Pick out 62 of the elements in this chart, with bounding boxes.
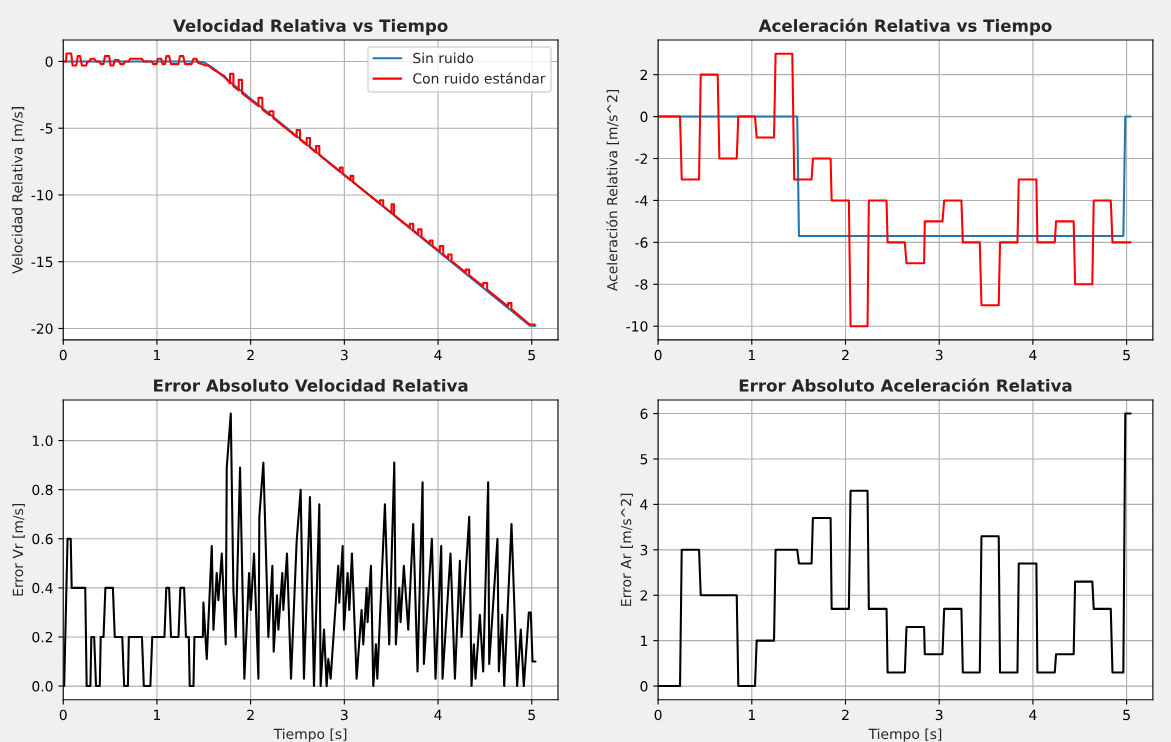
y-tick-label: -6 <box>635 237 648 248</box>
y-tick-label: -15 <box>31 256 53 268</box>
legend-label: Con ruido estándar <box>413 72 546 84</box>
y-tick-label: 0.4 <box>32 582 53 594</box>
x-tick-label: 5 <box>1123 349 1130 361</box>
x-tick-label: 4 <box>434 709 442 720</box>
y-tick-label: 0 <box>640 681 648 692</box>
line-series <box>658 52 1132 328</box>
chart-title: Error Absoluto Aceleración Relativa <box>739 378 1072 392</box>
y-tick-label: 1.0 <box>32 435 53 447</box>
x-tick-label: 3 <box>340 709 348 721</box>
x-tick-label: 0 <box>59 709 67 721</box>
y-tick-label: -10 <box>31 189 53 201</box>
x-tick-label: 5 <box>528 349 535 361</box>
y-tick-label: 2 <box>640 590 647 601</box>
chart-title: Aceleración Relativa vs Tiempo <box>758 18 1052 36</box>
chart-title: Error Absoluto Velocidad Relativa <box>154 378 468 392</box>
y-axis-title: Error Ar [m/s^2] <box>620 493 633 606</box>
y-tick-label: -2 <box>635 153 647 164</box>
y-tick-label: 0.8 <box>32 484 53 496</box>
y-axis-title: Velocidad Relativa [m/s] <box>11 107 25 274</box>
y-tick-label: 0.2 <box>32 631 53 643</box>
x-tick-label: 1 <box>154 709 161 720</box>
x-tick-label: 1 <box>154 349 161 361</box>
y-tick-label: -5 <box>40 123 53 134</box>
x-axis-title: Tiempo [s] <box>868 728 942 742</box>
y-tick-label: 1 <box>641 635 648 646</box>
y-tick-label: 0 <box>640 111 648 123</box>
x-tick-label: 3 <box>340 349 348 361</box>
x-tick-label: 2 <box>842 349 849 361</box>
x-tick-label: 0 <box>59 349 67 361</box>
x-tick-label: 1 <box>748 709 755 720</box>
y-tick-label: 2 <box>640 69 647 80</box>
x-tick-label: 2 <box>247 709 254 720</box>
y-tick-label: 0 <box>45 56 53 67</box>
x-tick-label: 3 <box>935 709 943 721</box>
x-tick-label: 4 <box>434 349 442 361</box>
y-tick-label: -8 <box>635 279 648 290</box>
x-tick-label: 4 <box>1029 349 1037 361</box>
y-tick-label: 0.0 <box>32 681 53 692</box>
x-tick-label: 2 <box>247 349 254 361</box>
y-axis-title: Aceleración Relativa [m/s^2] <box>606 89 620 292</box>
x-tick-label: 1 <box>748 349 755 361</box>
chart-title: Velocidad Relativa vs Tiempo <box>173 19 448 36</box>
x-axis-title: Tiempo [s] <box>273 728 347 742</box>
y-axis-title: Error Vr [m/s] <box>12 503 25 596</box>
y-tick-label: 3 <box>640 544 648 556</box>
y-tick-label: 6 <box>640 408 648 420</box>
x-tick-label: 0 <box>654 349 662 361</box>
y-tick-label: -4 <box>635 195 648 206</box>
x-tick-label: 5 <box>1123 709 1130 721</box>
y-tick-label: 0.6 <box>32 533 53 545</box>
y-tick-label: -10 <box>626 321 648 332</box>
x-tick-label: 0 <box>654 709 662 721</box>
legend-label: Sin ruido <box>413 52 474 64</box>
x-tick-label: 5 <box>528 709 535 721</box>
y-tick-label: 5 <box>640 454 648 465</box>
x-tick-label: 3 <box>935 349 943 361</box>
x-tick-label: 2 <box>842 709 849 720</box>
y-tick-label: 4 <box>640 499 648 510</box>
y-tick-label: -20 <box>31 323 53 334</box>
x-tick-label: 4 <box>1029 709 1037 720</box>
